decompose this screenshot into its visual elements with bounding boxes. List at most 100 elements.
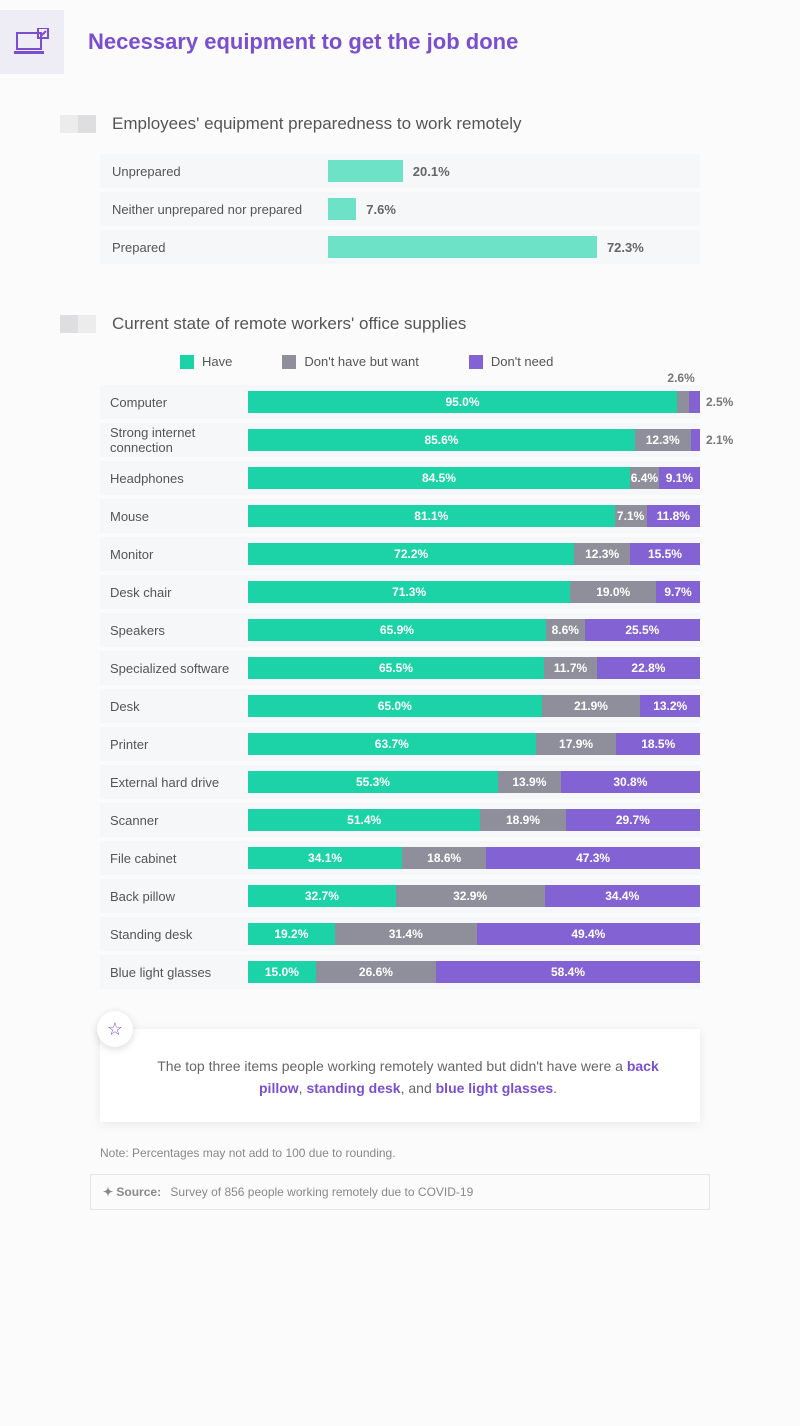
supplies-label: Standing desk [100,927,248,942]
bar-segment: 63.7% [248,733,536,755]
legend-item: Don't have but want [282,354,419,369]
bar-segment: 11.8% [647,505,700,527]
supplies-row: Printer63.7%17.9%18.5% [100,727,700,761]
supplies-row: Speakers65.9%8.6%25.5% [100,613,700,647]
laptop-icon [0,10,64,74]
prep-row: Unprepared 20.1% [100,154,700,188]
bar-segment: 34.1% [248,847,402,869]
stacked-bar: 85.6%12.3%2.1% [248,429,700,451]
callout-text: The top three items people working remot… [157,1058,659,1096]
bar-segment: 18.5% [616,733,700,755]
bar-segment: 12.3% [635,429,691,451]
legend: Have Don't have but want Don't need [180,354,700,369]
stacked-bar: 65.0%21.9%13.2% [248,695,700,717]
bar-segment: 15.0% [248,961,316,983]
bar-segment: 17.9% [536,733,617,755]
supplies-row: Standing desk19.2%31.4%49.4% [100,917,700,951]
bar-segment: 15.5% [630,543,700,565]
overflow-value: 2.1% [706,433,733,447]
prep-bar [328,160,403,182]
bar-segment: 65.9% [248,619,546,641]
bar-segment: 9.1% [659,467,700,489]
stacked-bar: 65.5%11.7%22.8% [248,657,700,679]
stacked-bar: 71.3%19.0%9.7% [248,581,700,603]
bar-segment: 31.4% [335,923,477,945]
bar-segment: 26.6% [316,961,436,983]
bar-segment: 13.2% [640,695,700,717]
supplies-row: External hard drive55.3%13.9%30.8% [100,765,700,799]
prep-row: Neither unprepared nor prepared 7.6% [100,192,700,226]
preparedness-chart: Unprepared 20.1% Neither unprepared nor … [100,154,700,264]
legend-label: Have [202,354,232,369]
bar-segment: 19.0% [570,581,656,603]
overflow-value: 2.5% [706,395,733,409]
bar-segment: 25.5% [585,619,700,641]
top-annotation: 2.6% [667,371,694,385]
bar-segment: 32.9% [396,885,545,907]
legend-swatch [469,355,483,369]
bar-segment: 51.4% [248,809,480,831]
stacked-bar: 32.7%32.9%34.4% [248,885,700,907]
footnote: Note: Percentages may not add to 100 due… [100,1146,700,1160]
bar-segment: 22.8% [597,657,700,679]
legend-label: Don't have but want [304,354,419,369]
bar-segment: 65.5% [248,657,544,679]
supplies-label: Specialized software [100,661,248,676]
supplies-row: Headphones84.5%6.4%9.1% [100,461,700,495]
supplies-row: Computer95.0%2.5%2.6% [100,385,700,419]
supplies-label: Printer [100,737,248,752]
callout: ☆ The top three items people working rem… [100,1029,700,1122]
supplies-row: Monitor72.2%12.3%15.5% [100,537,700,571]
prep-value: 20.1% [413,164,450,179]
supplies-label: Scanner [100,813,248,828]
prep-value: 7.6% [366,202,396,217]
supplies-row: Mouse81.1%7.1%11.8% [100,499,700,533]
stacked-bar: 34.1%18.6%47.3% [248,847,700,869]
bar-segment: 81.1% [248,505,615,527]
bar-segment: 49.4% [477,923,700,945]
bar-segment: 65.0% [248,695,542,717]
supplies-row: File cabinet34.1%18.6%47.3% [100,841,700,875]
bar-segment: 32.7% [248,885,396,907]
bar-segment: 18.9% [480,809,565,831]
bar-segment: 58.4% [436,961,700,983]
bar-segment: 71.3% [248,581,570,603]
supplies-row: Scanner51.4%18.9%29.7% [100,803,700,837]
supplies-row: Strong internet connection85.6%12.3%2.1% [100,423,700,457]
supplies-label: Mouse [100,509,248,524]
bar-segment: 9.7% [656,581,700,603]
supplies-label: Strong internet connection [100,425,248,455]
supplies-label: File cabinet [100,851,248,866]
bar-segment: 84.5% [248,467,630,489]
stacked-bar: 95.0%2.5% [248,391,700,413]
supplies-label: Back pillow [100,889,248,904]
supplies-label: Monitor [100,547,248,562]
bar-segment: 13.9% [498,771,561,793]
supplies-label: External hard drive [100,775,248,790]
supplies-label: Speakers [100,623,248,638]
bar-segment: 95.0% [248,391,677,413]
legend-label: Don't need [491,354,553,369]
section2-header: Current state of remote workers' office … [60,314,700,334]
legend-item: Have [180,354,232,369]
source-label: ✦ Source: [103,1185,161,1199]
legend-item: Don't need [469,354,553,369]
source-text: Survey of 856 people working remotely du… [170,1185,473,1199]
bar-segment: 8.6% [546,619,585,641]
supplies-row: Specialized software65.5%11.7%22.8% [100,651,700,685]
bar-segment: 18.6% [402,847,486,869]
bar-segment: 7.1% [615,505,647,527]
page-title: Necessary equipment to get the job done [88,29,518,55]
bar-segment [677,391,689,413]
supplies-label: Headphones [100,471,248,486]
supplies-row: Desk65.0%21.9%13.2% [100,689,700,723]
prep-bar [328,198,356,220]
bar-segment: 6.4% [630,467,659,489]
supplies-label: Blue light glasses [100,965,248,980]
section1-title: Employees' equipment preparedness to wor… [112,114,522,134]
stacked-bar: 72.2%12.3%15.5% [248,543,700,565]
legend-swatch [180,355,194,369]
prep-label: Prepared [100,240,328,255]
bar-segment: 72.2% [248,543,574,565]
stacked-bar: 81.1%7.1%11.8% [248,505,700,527]
